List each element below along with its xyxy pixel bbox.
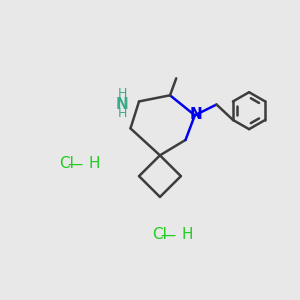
Text: Cl: Cl bbox=[152, 227, 167, 242]
Text: —: — bbox=[160, 228, 175, 243]
Text: H: H bbox=[182, 227, 193, 242]
Text: Cl: Cl bbox=[59, 155, 74, 170]
Text: N: N bbox=[189, 107, 202, 122]
Text: H: H bbox=[117, 107, 127, 120]
Text: N: N bbox=[116, 97, 128, 112]
Text: H: H bbox=[89, 155, 100, 170]
Text: —: — bbox=[67, 156, 82, 171]
Text: H: H bbox=[117, 87, 127, 100]
